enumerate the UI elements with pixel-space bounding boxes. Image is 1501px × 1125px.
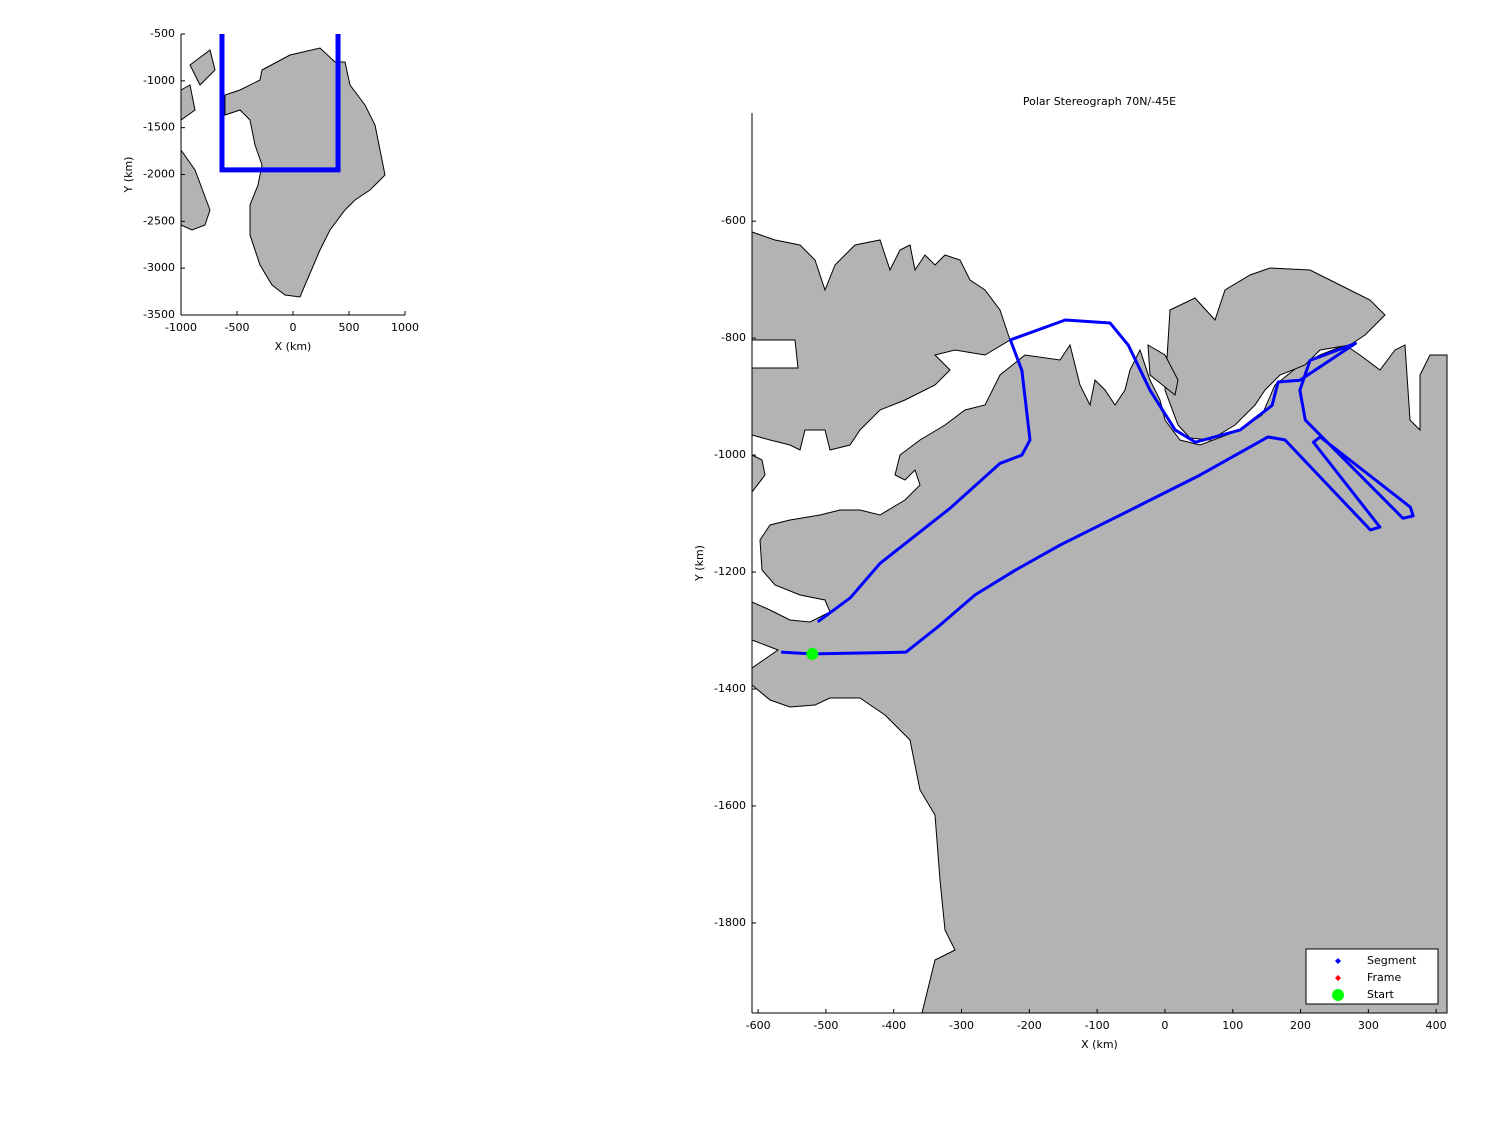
- land: [1164, 267, 1386, 441]
- chart-title: Polar Stereograph 70N/-45E: [1023, 95, 1176, 108]
- x-axis-label: X (km): [1081, 1038, 1118, 1051]
- track-line: [781, 318, 1415, 656]
- plot: [781, 318, 1415, 660]
- start-marker: [806, 647, 819, 660]
- land: [751, 231, 1011, 451]
- x-tick-label: 0: [290, 321, 297, 334]
- y-tick-label: -1600: [714, 799, 746, 812]
- legend-label: Start: [1367, 988, 1395, 1001]
- x-tick-label: -200: [1017, 1019, 1042, 1032]
- legend-marker: [1332, 989, 1344, 1001]
- y-tick-label: -1500: [143, 121, 175, 134]
- land: [751, 343, 1448, 1014]
- x-tick-label: -500: [813, 1019, 838, 1032]
- track-line: [219, 34, 341, 173]
- legend-box: [1305, 948, 1439, 1005]
- y-tick-label: -1000: [143, 74, 175, 87]
- x-tick-label: 500: [339, 321, 360, 334]
- y-tick-label: -2000: [143, 168, 175, 181]
- y-tick-label: -1000: [714, 448, 746, 461]
- x-tick-label: 0: [1161, 1019, 1168, 1032]
- x-tick-label: -1000: [165, 321, 197, 334]
- land: [224, 47, 386, 298]
- y-tick-label: -3500: [143, 308, 175, 321]
- x-tick-label: 1000: [391, 321, 419, 334]
- y-tick-label: -500: [150, 27, 175, 40]
- x-tick-label: -400: [881, 1019, 906, 1032]
- legend-marker: [1335, 975, 1341, 981]
- x-tick-label: 400: [1426, 1019, 1447, 1032]
- y-tick-label: -1400: [714, 682, 746, 695]
- land: [180, 148, 211, 231]
- y-tick-label: -600: [721, 214, 746, 227]
- y-tick-label: -2500: [143, 214, 175, 227]
- inset-land: [180, 47, 386, 298]
- land: [180, 84, 196, 121]
- y-tick-label: -800: [721, 331, 746, 344]
- y-tick-label: -1800: [714, 916, 746, 929]
- main-land: [751, 231, 1448, 1014]
- land: [1147, 344, 1179, 396]
- legend-label: Segment: [1367, 954, 1417, 967]
- land: [751, 454, 766, 494]
- y-tick-label: -3000: [143, 261, 175, 274]
- x-tick-label: -500: [225, 321, 250, 334]
- y-tick-label: -1200: [714, 565, 746, 578]
- x-tick-label: 100: [1222, 1019, 1243, 1032]
- legend-marker: [1335, 958, 1341, 964]
- x-tick-label: -100: [1085, 1019, 1110, 1032]
- x-tick-label: -600: [746, 1019, 771, 1032]
- plot: [219, 34, 341, 173]
- x-tick-label: 200: [1290, 1019, 1311, 1032]
- x-axis-label: X (km): [275, 340, 312, 353]
- x-tick-label: 300: [1358, 1019, 1379, 1032]
- legend-label: Frame: [1367, 971, 1402, 984]
- y-axis-label: Y (km): [693, 545, 706, 582]
- y-axis-label: Y (km): [122, 157, 135, 194]
- x-tick-label: -300: [949, 1019, 974, 1032]
- land: [189, 49, 216, 86]
